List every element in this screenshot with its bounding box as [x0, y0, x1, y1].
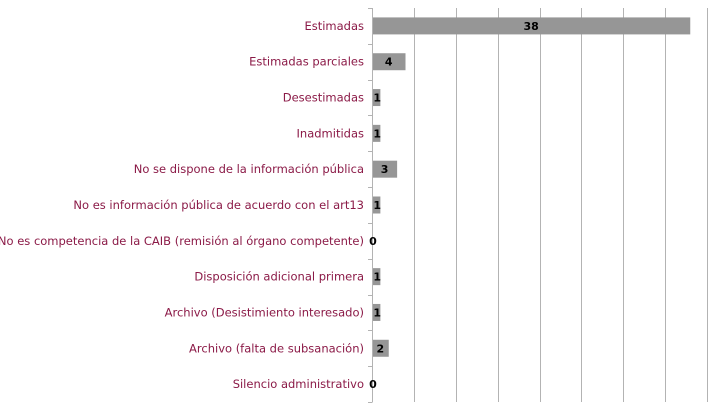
bar [373, 89, 381, 107]
gridlines [368, 8, 708, 403]
value-label: 1 [373, 92, 381, 105]
value-label: 0 [369, 378, 377, 391]
category-label: Estimadas parciales [249, 55, 364, 69]
value-label: 3 [381, 163, 389, 176]
value-label: 2 [377, 342, 385, 355]
category-label: Inadmitidas [297, 126, 364, 140]
value-label: 38 [523, 20, 538, 33]
value-label: 1 [373, 271, 381, 284]
value-label: 1 [373, 199, 381, 212]
category-label: No es competencia de la CAIB (remisión a… [0, 234, 364, 248]
category-label: Desestimadas [283, 91, 364, 105]
bar [373, 303, 381, 321]
bar [373, 53, 406, 71]
category-label: Disposición adicional primera [194, 270, 364, 284]
bars [373, 17, 691, 357]
bar [373, 124, 381, 142]
bar [373, 17, 691, 35]
category-label: Archivo (falta de subsanación) [189, 341, 364, 355]
value-label: 1 [373, 306, 381, 319]
bar [373, 268, 381, 286]
category-label: Estimadas [304, 19, 364, 33]
category-label: No se dispone de la información pública [134, 162, 364, 176]
bar [373, 196, 381, 214]
value-label: 4 [385, 56, 393, 69]
category-label: No es información pública de acuerdo con… [73, 198, 364, 212]
value-label: 0 [369, 235, 377, 248]
value-label: 1 [373, 127, 381, 140]
category-labels: Estimadas Estimadas parciales Desestimadas… [0, 19, 364, 391]
bar [373, 339, 389, 357]
value-labels: 38 4 1 1 3 1 0 1 1 2 0 [369, 20, 539, 391]
category-label: Archivo (Desistimiento interesado) [165, 305, 364, 319]
bar [373, 160, 398, 178]
category-label: Silencio administrativo [233, 377, 364, 391]
